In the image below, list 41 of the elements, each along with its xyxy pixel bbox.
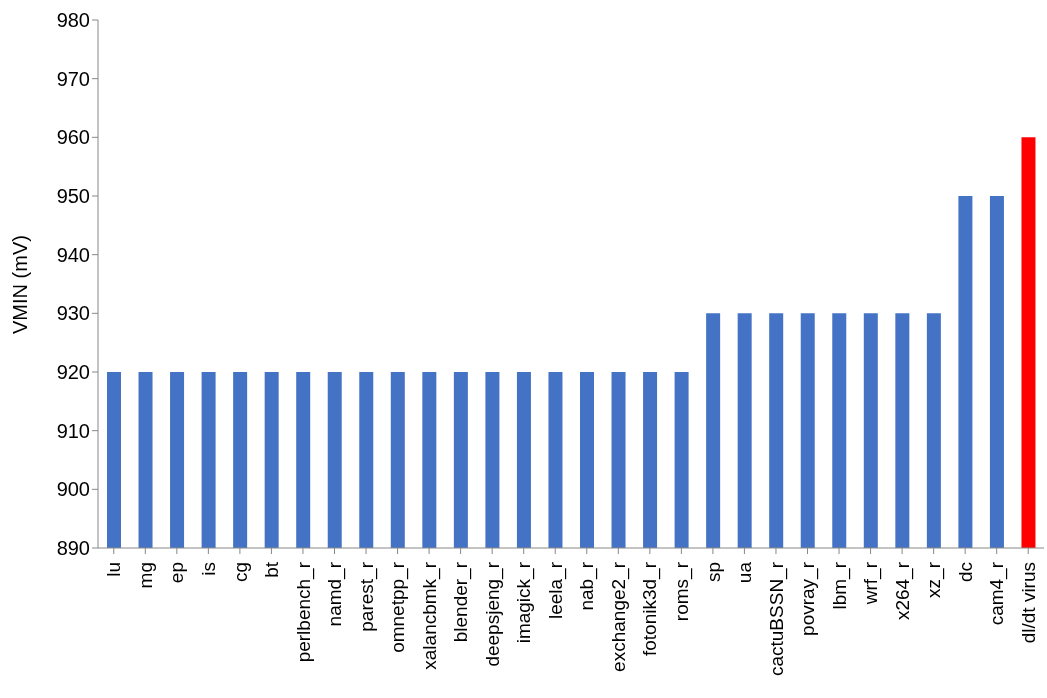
- x-tick-label: wrf_r: [860, 561, 883, 606]
- x-tick-label: ua: [734, 561, 756, 584]
- x-tick-label: mg: [134, 562, 156, 589]
- y-tick-label: 890: [56, 537, 90, 560]
- x-tick-label: fotonik3d_r: [639, 561, 662, 657]
- y-tick-label: 940: [56, 243, 90, 266]
- x-tick-label: deepsjeng_r: [481, 561, 504, 667]
- x-tick-label: blender_r: [450, 561, 473, 643]
- y-tick-label: 910: [56, 419, 90, 442]
- x-tick-label: cactuBSSN_r: [765, 561, 788, 677]
- y-tick-label: 950: [56, 185, 90, 208]
- x-tick-label: dc: [954, 562, 976, 583]
- x-tick-label: xalancbmk_r: [418, 561, 441, 670]
- x-tick-label: namd_r: [324, 561, 347, 627]
- x-tick-label: imagick_r: [513, 561, 536, 644]
- x-tick-label: bt: [261, 561, 283, 578]
- x-tick-label: parest_r: [355, 561, 378, 632]
- x-tick-label: xz_r: [923, 561, 946, 598]
- x-tick-label: lbm_r: [828, 561, 851, 610]
- y-tick-label: 960: [56, 126, 90, 149]
- x-tick-label: omnetpp_r: [387, 561, 410, 653]
- x-tick-label: ep: [166, 562, 188, 584]
- y-tick-label: 970: [56, 67, 90, 90]
- y-tick-label: 930: [56, 302, 90, 325]
- y-tick-label: 980: [56, 9, 90, 32]
- x-tick-label: exchange2_r: [607, 561, 630, 672]
- x-tick-label: leela_r: [544, 561, 567, 620]
- x-tick-label: is: [198, 562, 220, 576]
- x-tick-label: cg: [229, 562, 251, 583]
- y-axis-title: VMIN (mV): [9, 235, 32, 334]
- x-tick-label: povray_r: [797, 561, 820, 636]
- x-tick-label: cam4_r: [986, 561, 1009, 626]
- y-tick-label: 900: [56, 478, 90, 501]
- x-tick-label: sp: [702, 562, 724, 583]
- x-tick-label: dl/dt virus: [1017, 562, 1039, 644]
- x-tick-label: perlbench_r: [292, 561, 315, 663]
- x-tick-label: nab_r: [576, 561, 599, 611]
- x-tick-label: roms_r: [671, 561, 694, 622]
- x-tick-label: x264_r: [891, 561, 914, 621]
- y-tick-label: 920: [56, 361, 90, 384]
- x-tick-label: lu: [103, 562, 125, 577]
